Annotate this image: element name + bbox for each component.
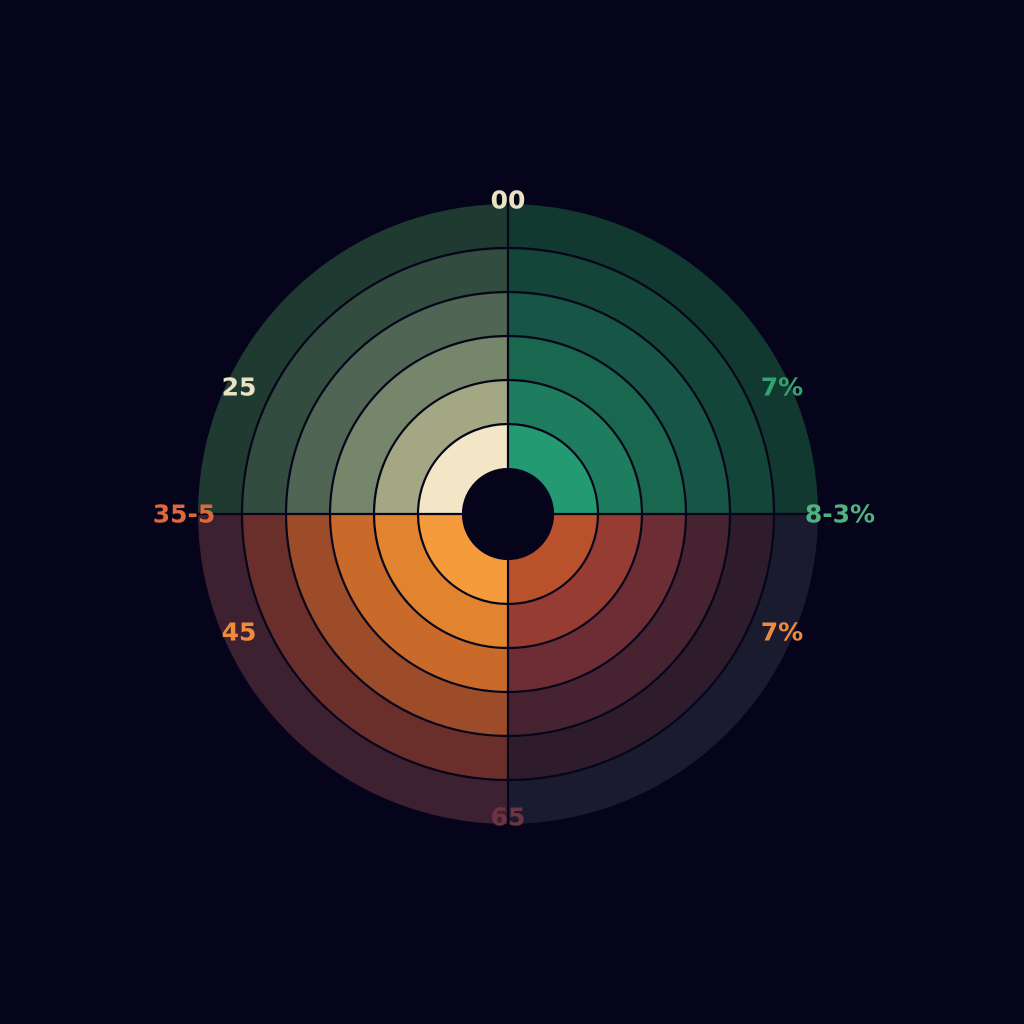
center-hole — [462, 468, 554, 560]
ring-segment-upper-left-1 — [418, 424, 508, 514]
ring-segment-lower-right-1 — [508, 514, 598, 604]
ring-segments — [198, 204, 818, 824]
label-bottom: 65 — [490, 802, 526, 832]
ring-segment-lower-right-2 — [508, 514, 642, 648]
ring-segment-upper-left-3 — [330, 336, 508, 514]
label-lower-left: 45 — [221, 617, 257, 647]
label-left: 35-5 — [152, 499, 216, 529]
label-upper-right: 7% — [760, 372, 804, 402]
ring-segment-upper-right-2 — [508, 380, 642, 514]
ring-segment-upper-left-5 — [242, 248, 508, 514]
ring-segment-upper-right-3 — [508, 336, 686, 514]
label-lower-right: 7% — [760, 617, 804, 647]
ring-segment-lower-right-5 — [508, 514, 774, 780]
ring-segment-upper-right-6 — [508, 204, 818, 514]
ring-segment-lower-left-1 — [418, 514, 508, 604]
ring-segment-lower-left-3 — [330, 514, 508, 692]
label-top: 00 — [490, 185, 526, 215]
ring-segment-lower-right-6 — [508, 514, 818, 824]
ring-segment-lower-left-2 — [374, 514, 508, 648]
ring-segment-upper-right-4 — [508, 292, 730, 514]
label-right: 8-3% — [804, 499, 876, 529]
ring-segment-upper-right-1 — [508, 424, 598, 514]
ring-segment-upper-right-5 — [508, 248, 774, 514]
ring-segment-lower-right-4 — [508, 514, 730, 736]
ring-segment-lower-left-6 — [198, 514, 508, 824]
ring-segment-lower-left-5 — [242, 514, 508, 780]
ring-segment-upper-left-2 — [374, 380, 508, 514]
ring-segment-lower-right-3 — [508, 514, 686, 692]
label-upper-left: 25 — [221, 372, 257, 402]
ring-segment-upper-left-6 — [198, 204, 508, 514]
ring-segment-lower-left-4 — [286, 514, 508, 736]
ring-segment-upper-left-4 — [286, 292, 508, 514]
